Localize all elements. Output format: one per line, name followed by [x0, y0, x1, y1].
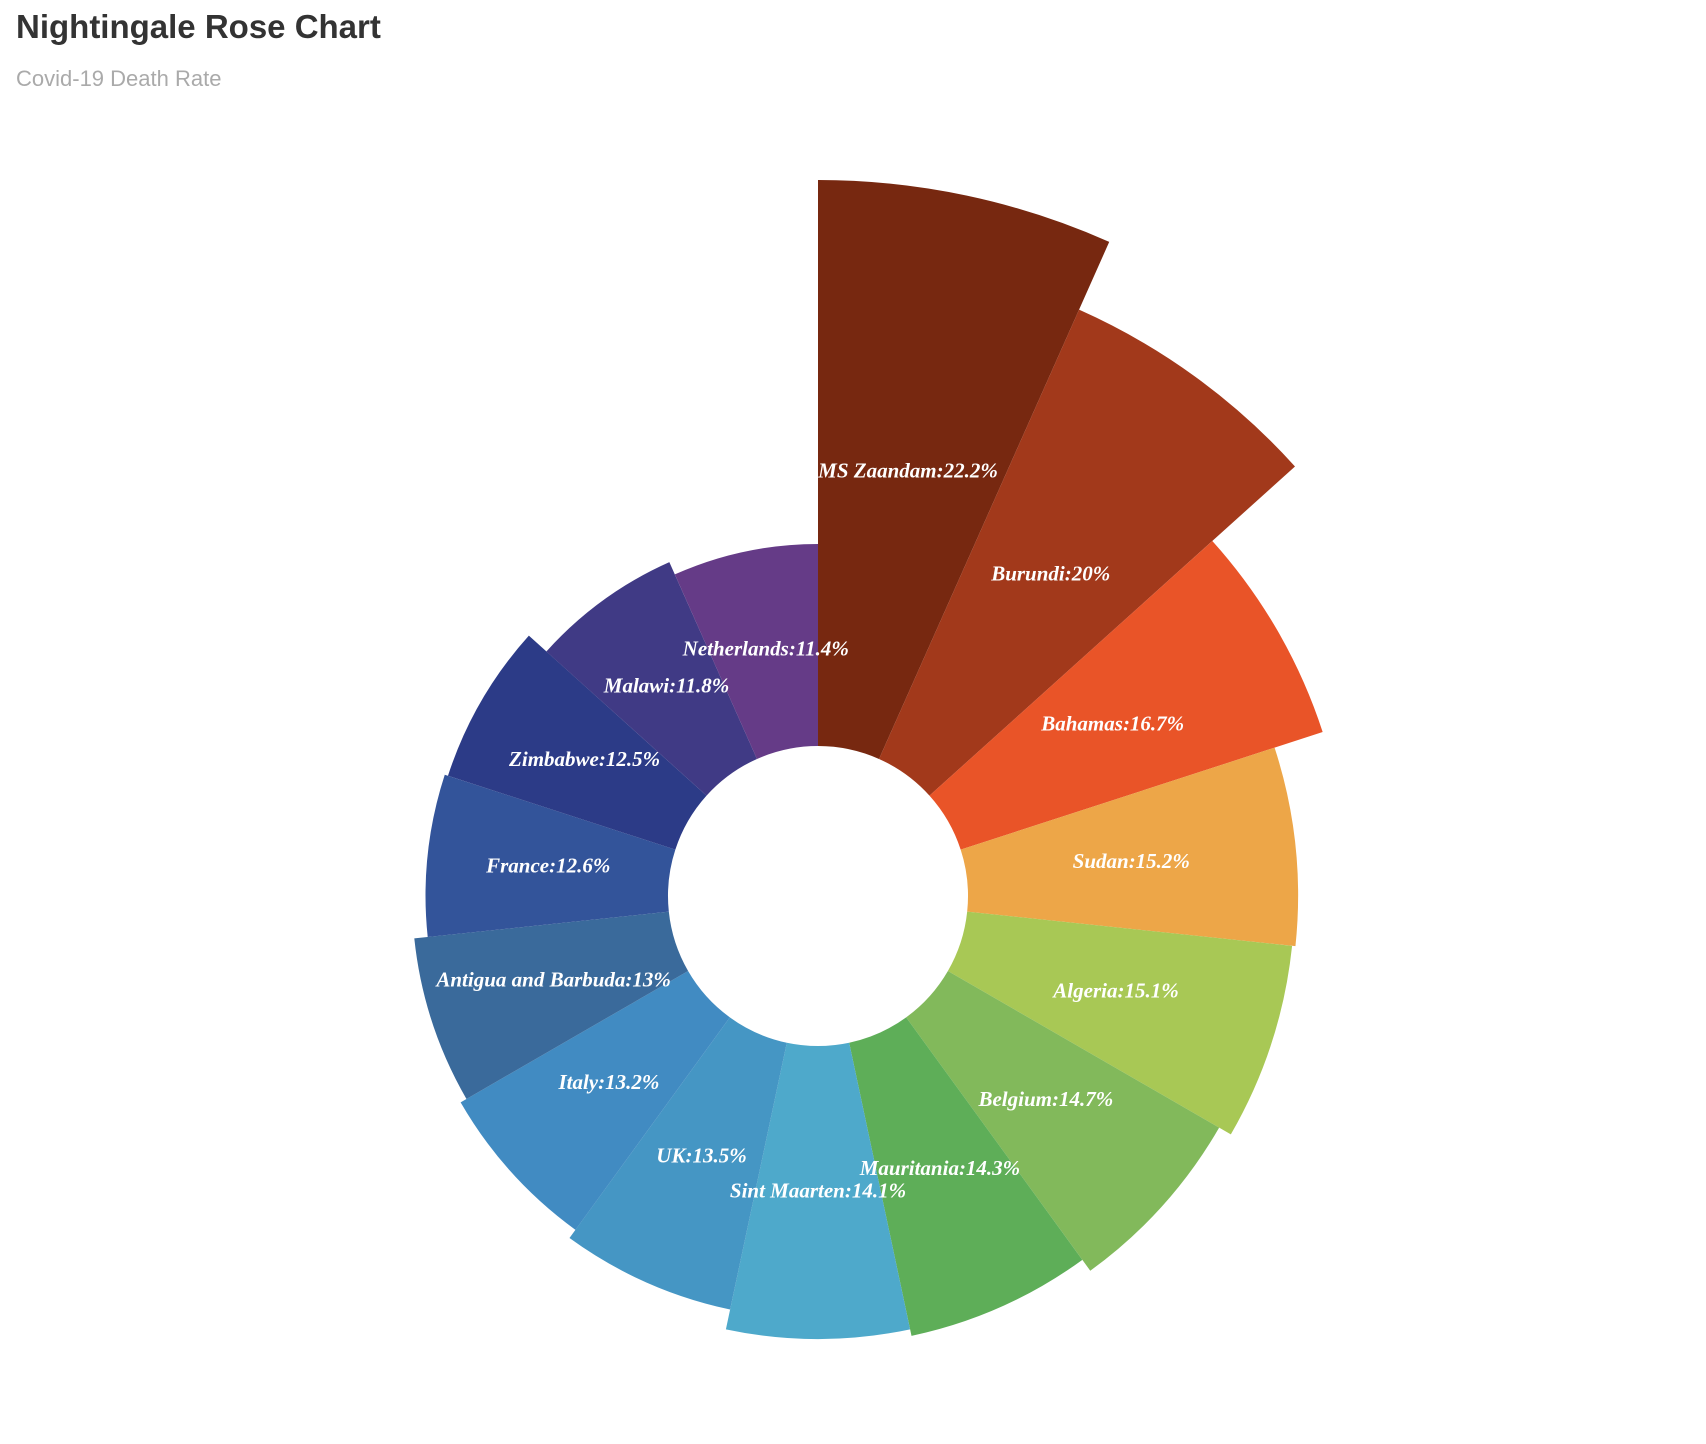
label-mauritania: Mauritania:14.3%: [859, 1156, 1020, 1180]
chart-subtitle: Covid-19 Death Rate: [16, 66, 222, 91]
slice-sudan[interactable]: [960, 747, 1299, 947]
label-sudan: Sudan:15.2%: [1073, 849, 1190, 873]
label-algeria: Algeria:15.1%: [1051, 979, 1178, 1003]
label-malawi: Malawi:11.8%: [603, 673, 729, 697]
slice-uk[interactable]: [569, 1017, 787, 1310]
label-sint-maarten: Sint Maarten:14.1%: [730, 1178, 906, 1202]
slice-antigua-and-barbuda[interactable]: [414, 911, 689, 1099]
label-france: France:12.6%: [485, 853, 610, 877]
slice-italy[interactable]: [460, 971, 730, 1230]
slice-bahamas[interactable]: [929, 540, 1323, 850]
label-belgium: Belgium:14.7%: [977, 1087, 1113, 1111]
slice-algeria[interactable]: [947, 911, 1293, 1135]
label-bahamas: Bahamas:16.7%: [1040, 712, 1184, 736]
slice-ms-zaandam[interactable]: [818, 180, 1110, 759]
label-zimbabwe: Zimbabwe:12.5%: [508, 747, 660, 771]
chart-title: Nightingale Rose Chart: [16, 8, 381, 45]
label-antigua-and-barbuda: Antigua and Barbuda:13%: [434, 968, 671, 992]
slice-belgium[interactable]: [906, 971, 1220, 1271]
slice-malawi[interactable]: [546, 562, 757, 796]
slice-netherlands[interactable]: [674, 544, 818, 759]
label-italy: Italy:13.2%: [557, 1070, 659, 1094]
rose-labels: MS Zaandam:22.2% Burundi:20% Bahamas:16.7%…: [434, 458, 1190, 1202]
slice-zimbabwe[interactable]: [447, 635, 707, 850]
label-burundi: Burundi:20%: [990, 562, 1110, 586]
rose-slices: [414, 180, 1323, 1339]
slice-mauritania[interactable]: [849, 1017, 1083, 1336]
slice-france[interactable]: [425, 774, 676, 938]
slice-burundi[interactable]: [879, 309, 1295, 796]
label-uk: UK:13.5%: [656, 1143, 746, 1167]
label-netherlands: Netherlands:11.4%: [682, 636, 849, 660]
slice-sint-maarten[interactable]: [725, 1042, 911, 1339]
label-ms-zaandam: MS Zaandam:22.2%: [817, 458, 998, 482]
